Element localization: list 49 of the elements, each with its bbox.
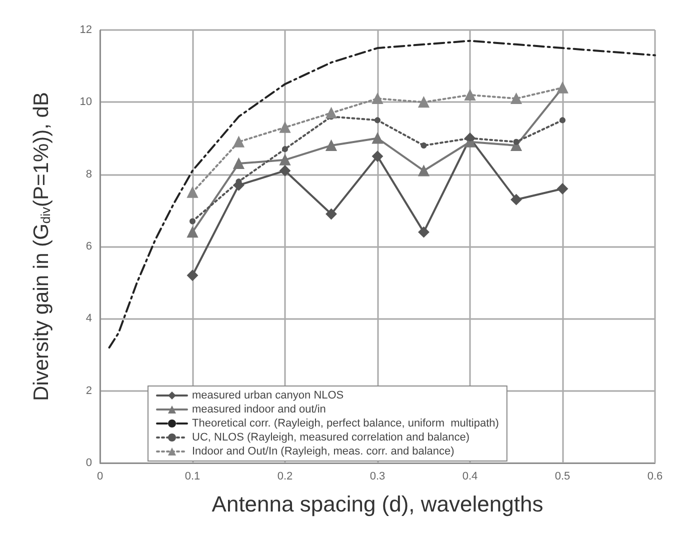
point	[326, 140, 337, 151]
point	[280, 154, 290, 166]
line-series	[108, 40, 656, 349]
y-tick-label: 2	[86, 384, 92, 397]
legend-label: measured indoor and out/in	[192, 404, 326, 416]
point	[372, 132, 383, 144]
point	[326, 208, 337, 220]
point	[418, 226, 430, 238]
legend-label: Indoor and Out/In (Rayleigh, meas. corr. and balance)	[192, 446, 454, 458]
x-tick-label: 0.3	[370, 470, 386, 482]
point	[557, 183, 568, 194]
point	[418, 165, 430, 176]
y-axis-title: Diversity gain in (Gdiv(P=1%)), dB	[30, 92, 53, 401]
point	[187, 186, 198, 198]
point	[190, 218, 196, 224]
point	[513, 138, 520, 145]
point	[418, 96, 430, 108]
y-tick-label: 12	[80, 24, 92, 36]
x-axis-title: Antenna spacing (d), wavelengths	[212, 492, 544, 516]
y-tick-label: 10	[80, 96, 92, 108]
point	[280, 122, 290, 133]
point	[374, 117, 380, 124]
point	[510, 93, 522, 104]
y-tick-label: 8	[86, 168, 92, 180]
point	[233, 158, 244, 170]
point	[326, 107, 337, 118]
point	[420, 142, 427, 148]
legend-label: Theoretical corr. (Rayleigh, perfect balance, uniform multipath)	[192, 418, 499, 430]
point	[187, 226, 198, 238]
point	[372, 150, 383, 162]
x-tick-label: 0.2	[277, 470, 293, 482]
point	[233, 136, 244, 148]
x-tick-label: 0	[96, 470, 104, 482]
point	[560, 117, 566, 124]
x-tick-label: 0.4	[462, 470, 478, 482]
point	[187, 270, 198, 281]
legend-label: measured urban canyon NLOS	[192, 390, 344, 402]
x-tick-label: 0.6	[647, 470, 663, 482]
y-tick-label: 0	[86, 457, 92, 469]
point	[464, 89, 476, 100]
y-tick-label: 4	[86, 312, 92, 325]
x-tick-label: 0.1	[184, 470, 200, 482]
x-tick-label: 0.5	[554, 470, 570, 482]
point	[510, 194, 522, 206]
legend-label: UC, NLOS (Rayleigh, measured correlation and balance)	[192, 432, 470, 444]
y-tick-label: 6	[86, 240, 92, 252]
point	[372, 93, 383, 104]
point	[280, 165, 290, 176]
point	[282, 146, 288, 152]
